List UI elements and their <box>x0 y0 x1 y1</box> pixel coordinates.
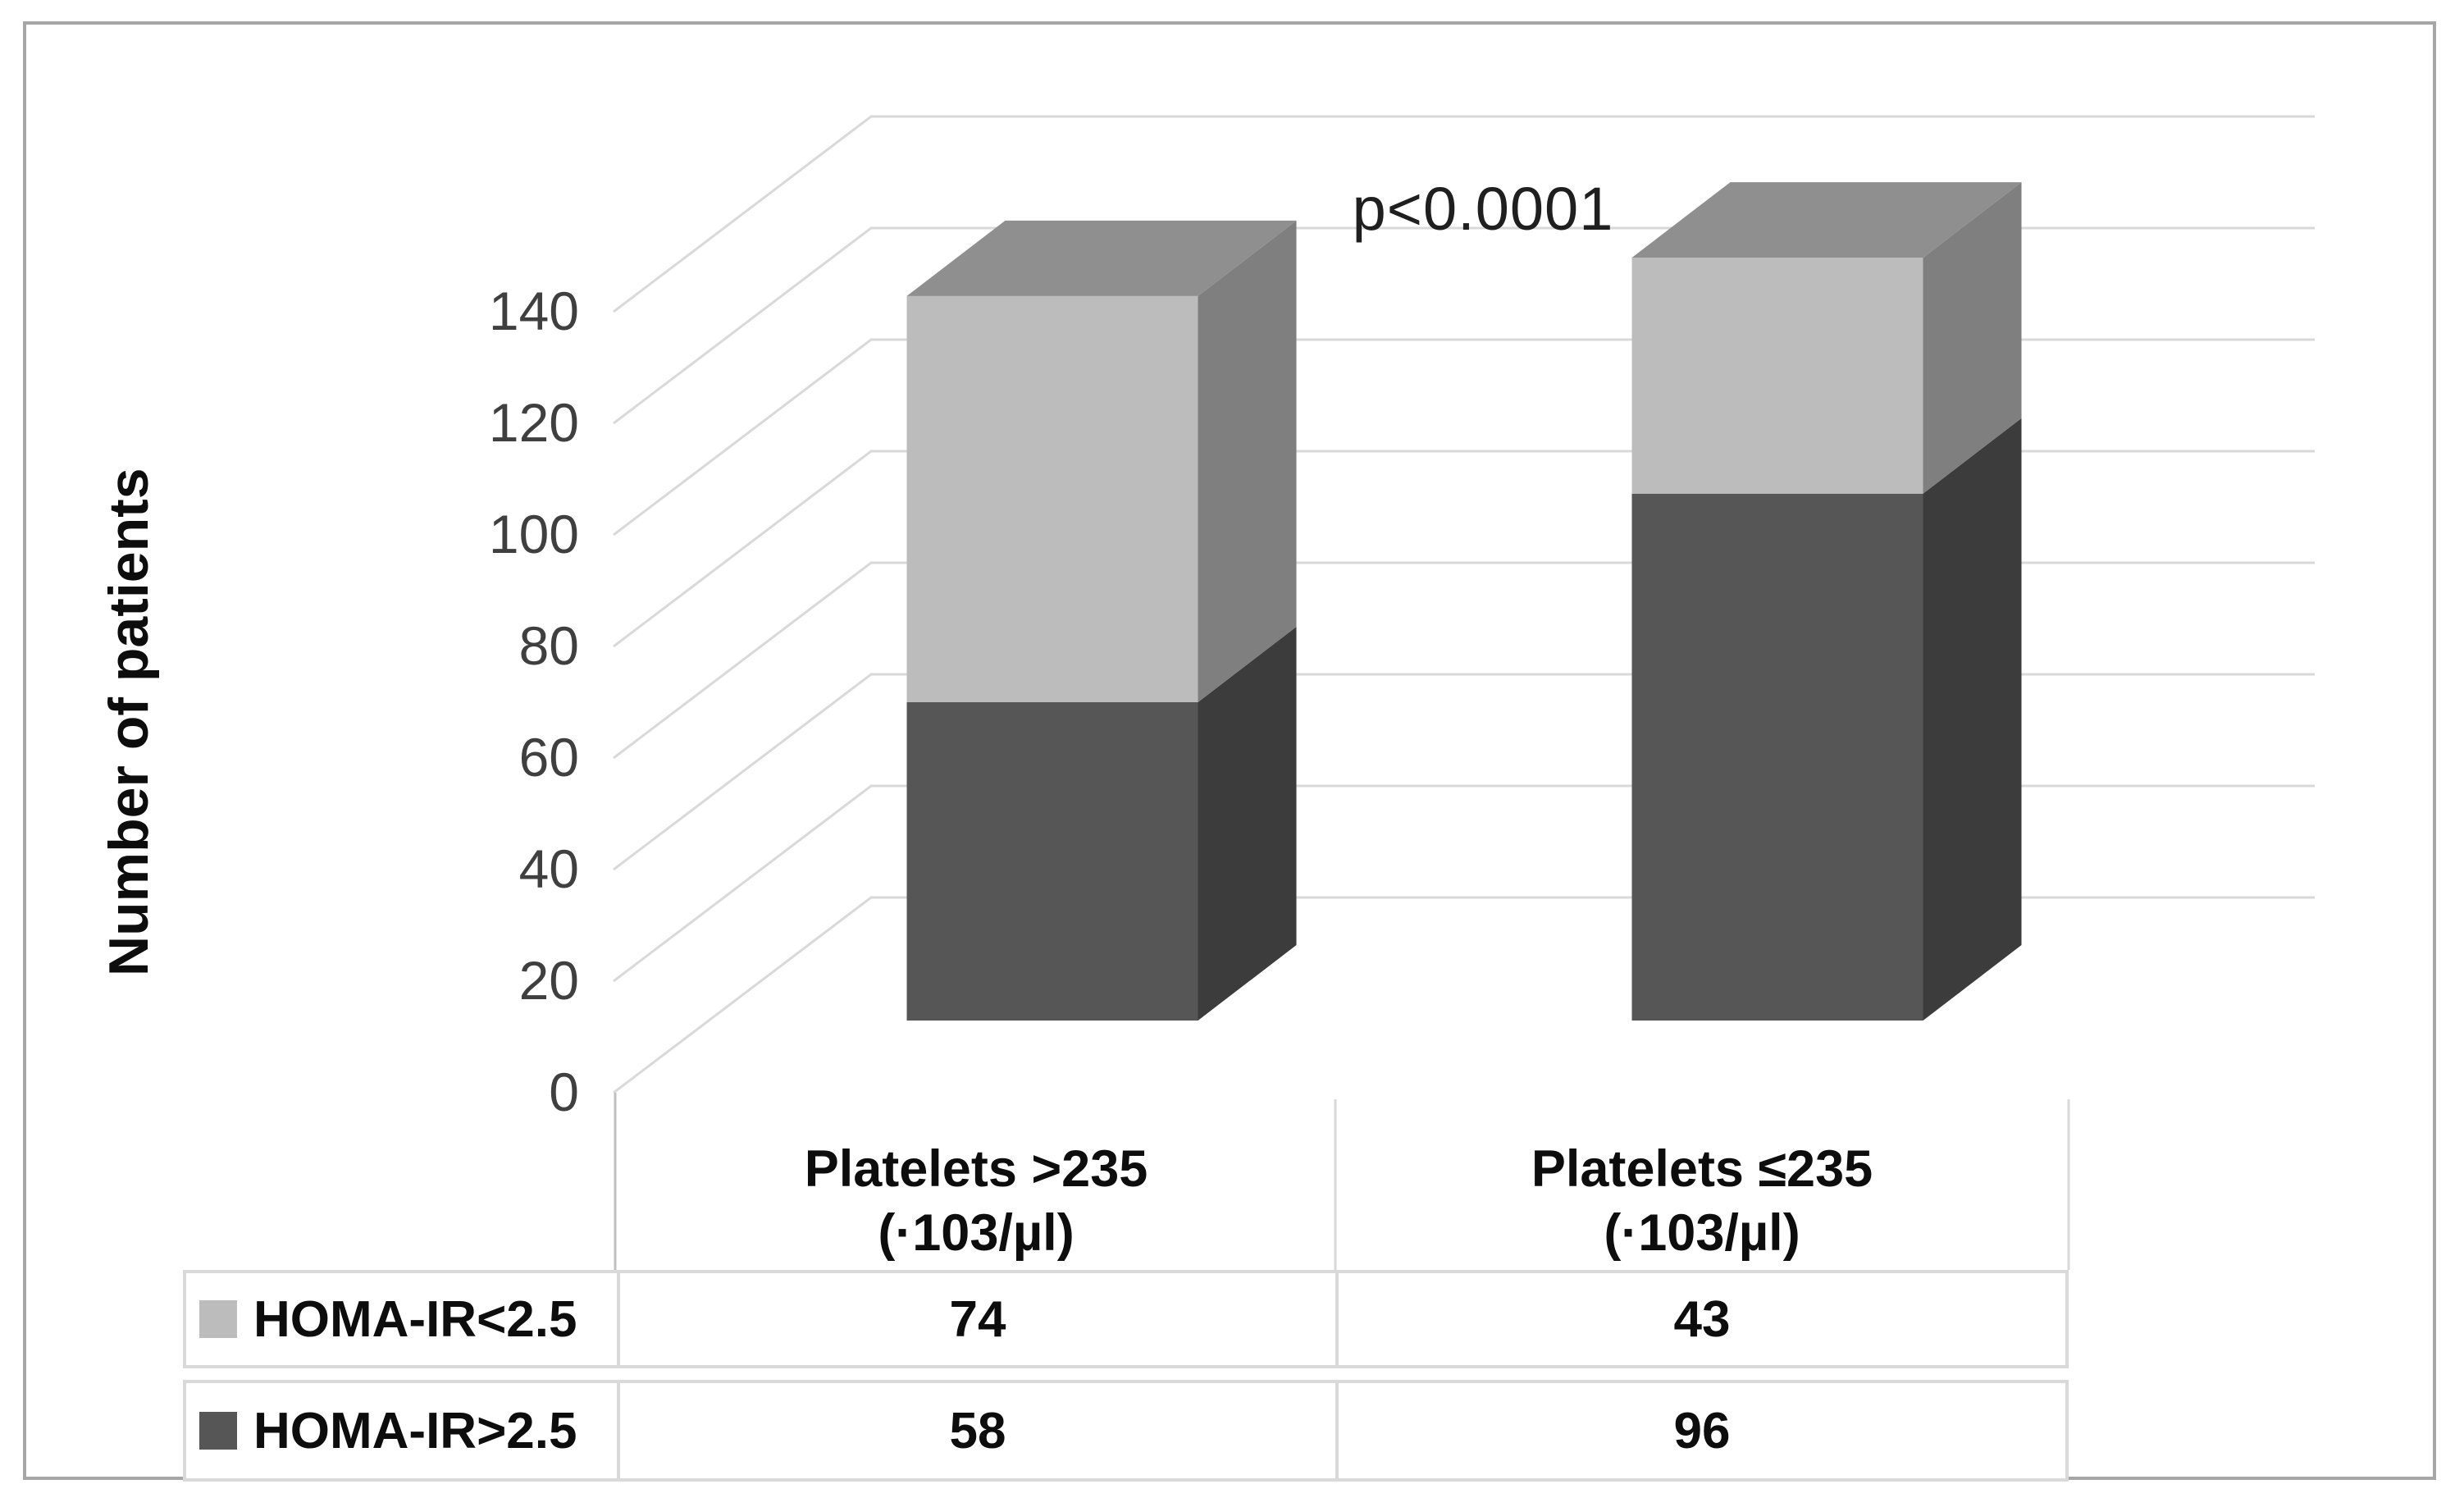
y-tick-label: 40 <box>519 838 579 899</box>
gridline <box>613 673 2315 871</box>
gridlines <box>613 115 2315 1094</box>
y-tick-label: 140 <box>489 281 579 341</box>
gridline <box>613 784 2315 983</box>
gridline <box>613 450 2315 648</box>
bar-segment-side-homa-ir-lt-2.5 <box>1923 182 2022 494</box>
category-label-line2: (·103/µl) <box>1604 1204 1800 1262</box>
y-tick-label: 60 <box>519 727 579 788</box>
category-label-platelets-le235: Platelets ≤235 (·103/µl) <box>1335 1137 2069 1265</box>
gridline <box>613 226 2315 425</box>
bar-segment-side-homa-ir-lt-2.5 <box>1198 220 1297 702</box>
gridline <box>613 115 2315 313</box>
gridline <box>613 896 2315 1094</box>
y-tick-label: 0 <box>549 1062 579 1122</box>
bar-top-face <box>906 220 1297 296</box>
bar-segment-front-homa-ir-lt-2.5 <box>906 295 1198 702</box>
y-tick-label: 100 <box>489 504 579 564</box>
legend-label: HOMA-IR>2.5 <box>253 1402 577 1459</box>
legend-swatch <box>199 1300 237 1338</box>
bar-segment-front-homa-ir-gt-2.5 <box>1631 493 1923 1021</box>
category-label-line1: Platelets ≤235 <box>1531 1140 1873 1198</box>
legend-swatch <box>199 1412 237 1450</box>
bar-segment-front-homa-ir-lt-2.5 <box>1631 258 1923 494</box>
table-cell-value: 58 <box>620 1383 1339 1478</box>
y-tick-label: 80 <box>519 615 579 676</box>
bar-segment-side-homa-ir-gt-2.5 <box>1198 626 1297 1021</box>
table-cell-value: 96 <box>1673 1402 1731 1459</box>
legend-cell: HOMA-IR<2.5 <box>186 1273 620 1365</box>
table-cell-value: 43 <box>1673 1290 1731 1348</box>
table-row-homa-ir-lt-2.5: HOMA-IR<2.5 74 43 <box>183 1270 2069 1368</box>
bar-segment-front-homa-ir-gt-2.5 <box>906 701 1198 1021</box>
bars <box>906 182 2022 1021</box>
legend-cell: HOMA-IR>2.5 <box>186 1383 620 1478</box>
p-value-annotation: p<0.0001 <box>1352 175 1614 243</box>
legend-label: HOMA-IR<2.5 <box>253 1290 577 1348</box>
category-label-platelets-gt235: Platelets >235 (·103/µl) <box>617 1137 1335 1265</box>
bar-top-face <box>1631 182 2022 258</box>
y-tick-labels: 0 20 40 60 80 100 120 140 <box>489 281 579 1122</box>
category-label-line1: Platelets >235 <box>804 1140 1148 1198</box>
y-tick-label: 20 <box>519 950 579 1011</box>
category-label-line2: (·103/µl) <box>878 1204 1075 1262</box>
gridline <box>613 561 2315 760</box>
table-cell-value: 74 <box>620 1273 1339 1365</box>
y-tick-label: 120 <box>489 392 579 453</box>
bar-segment-side-homa-ir-gt-2.5 <box>1923 418 2022 1021</box>
gridline <box>613 338 2315 537</box>
table-row-homa-ir-gt-2.5: HOMA-IR>2.5 58 96 <box>183 1380 2069 1482</box>
y-axis-title: Number of patients <box>98 468 160 976</box>
